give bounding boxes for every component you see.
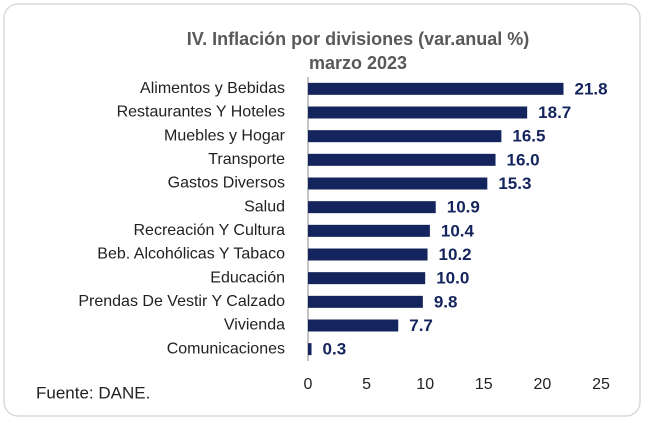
data-label: 16.0 xyxy=(507,150,540,169)
bar xyxy=(308,153,496,166)
y-tick-label: Alimentos y Bebidas xyxy=(140,80,285,97)
data-label: 10.9 xyxy=(447,198,480,217)
y-tick-label: Beb. Alcohólicas Y Tabaco xyxy=(97,246,285,263)
bar xyxy=(308,177,488,190)
bar xyxy=(308,248,428,261)
bar xyxy=(308,82,564,95)
y-tick-label: Comunicaciones xyxy=(167,340,285,357)
data-label: 18.7 xyxy=(538,103,571,122)
data-label: 7.7 xyxy=(409,316,433,335)
data-label: 10.2 xyxy=(439,245,472,264)
y-tick-label: Gastos Diversos xyxy=(168,175,285,192)
x-tick-label: 25 xyxy=(592,376,610,393)
chart-title: IV. Inflación por divisiones (var.anual … xyxy=(187,29,529,49)
data-label: 10.4 xyxy=(441,221,475,240)
x-tick-label: 10 xyxy=(416,376,434,393)
y-tick-label: Recreación Y Cultura xyxy=(134,222,286,239)
bar xyxy=(308,319,399,332)
y-tick-label: Salud xyxy=(244,198,285,215)
bar xyxy=(308,201,436,214)
x-tick-label: 20 xyxy=(534,376,552,393)
bar xyxy=(308,130,502,143)
bar xyxy=(308,343,312,356)
bar xyxy=(308,272,426,285)
bar xyxy=(308,106,528,119)
y-tick-label: Muebles y Hogar xyxy=(164,127,286,144)
bar xyxy=(308,224,430,237)
data-label: 16.5 xyxy=(512,127,545,146)
chart-subtitle: marzo 2023 xyxy=(309,53,407,73)
source: Fuente: DANE. xyxy=(36,383,150,402)
data-label: 10.0 xyxy=(436,269,469,288)
x-tick-label: 15 xyxy=(475,376,493,393)
y-tick-label: Prendas De Vestir Y Calzado xyxy=(78,293,285,310)
data-label: 9.8 xyxy=(434,292,458,311)
data-label: 0.3 xyxy=(323,340,347,359)
y-tick-label: Vivienda xyxy=(224,317,285,334)
data-label: 21.8 xyxy=(574,79,607,98)
y-tick-label: Transporte xyxy=(208,151,285,168)
y-tick-label: Restaurantes Y Hoteles xyxy=(117,104,285,121)
y-tick-label: Educación xyxy=(210,269,285,286)
bar xyxy=(308,295,423,308)
data-label: 15.3 xyxy=(498,174,531,193)
x-tick-label: 5 xyxy=(362,376,371,393)
x-tick-label: 0 xyxy=(304,376,313,393)
